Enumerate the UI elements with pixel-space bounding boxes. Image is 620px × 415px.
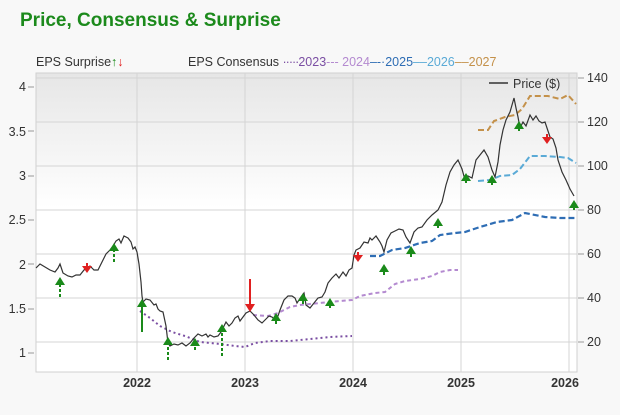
surprise-up-2021q2: [55, 277, 65, 297]
dashed-line-icon: ---: [326, 55, 343, 69]
surprise-up-2024q4: [433, 218, 443, 228]
grid-vertical: [136, 73, 570, 372]
y-axis-left: 4 3.5 3 2.5 2 1.5 1: [9, 80, 26, 360]
surprise-up-2025q1: [461, 173, 471, 183]
svg-text:80: 80: [587, 203, 601, 217]
dashed-line-icon: ––: [413, 55, 427, 69]
svg-text:40: 40: [587, 291, 601, 305]
surprise-up-2023q3: [298, 293, 308, 304]
chart-title: Price, Consensus & Surprise: [20, 10, 281, 31]
arrow-up-icon: ↑: [111, 55, 118, 69]
legend-price-label: Price ($): [513, 77, 560, 91]
consensus-2024-line: [252, 269, 458, 318]
surprise-down-2025q4: [542, 134, 552, 144]
svg-text:2025: 2025: [447, 376, 475, 390]
grid-horizontal: [36, 77, 577, 343]
surprise-down-2021q3: [82, 263, 92, 273]
svg-text:4: 4: [19, 80, 26, 94]
svg-text:100: 100: [587, 159, 608, 173]
plot-area: [35, 72, 578, 373]
surprise-up-2025q2: [487, 175, 497, 185]
legend-2025: –-·2025: [369, 55, 414, 69]
svg-text:140: 140: [587, 71, 608, 85]
surprise-up-2026q1: [569, 200, 579, 210]
surprise-down-2024q1: [353, 252, 363, 262]
svg-text:1: 1: [19, 346, 26, 360]
surprise-up-2024q2: [379, 264, 389, 275]
svg-text:2: 2: [19, 258, 26, 272]
x-axis: 2022 2023 2024 2025 2026: [123, 376, 579, 390]
surprise-up-2023q4: [325, 298, 335, 308]
svg-text:2.5: 2.5: [9, 213, 26, 227]
y-axis-right: 140 120 100 80 60 40 20: [587, 71, 608, 349]
surprise-up-2025q3: [514, 121, 524, 131]
consensus-2025-line: [370, 211, 575, 258]
surprise-up-2021q4: [109, 243, 119, 262]
legend-2024: --- 2024: [326, 55, 370, 69]
svg-text:3.5: 3.5: [9, 125, 26, 139]
legend-2026: ––2026: [413, 55, 455, 69]
legend-2023: ·····2023: [282, 55, 327, 69]
surprise-up-2024q3: [406, 246, 416, 257]
dotted-line-icon: ·····: [282, 55, 300, 69]
svg-text:2024: 2024: [339, 376, 367, 390]
surprise-up-2022q2: [163, 337, 173, 360]
legend-consensus-label: EPS Consensus: [188, 55, 280, 69]
legend-price: Price ($): [489, 77, 560, 91]
surprise-up-2023q2: [271, 313, 281, 324]
legend-eps-surprise: EPS Surprise↑↓: [36, 55, 124, 69]
svg-text:2026: 2026: [551, 376, 579, 390]
svg-text:20: 20: [587, 335, 601, 349]
surprise-up-2022q3: [190, 338, 200, 350]
svg-text:3: 3: [19, 169, 26, 183]
legend-surprise-label: EPS Surprise: [36, 55, 112, 69]
svg-text:2022: 2022: [123, 376, 151, 390]
svg-text:60: 60: [587, 247, 601, 261]
surprise-up-2022q1: [137, 299, 147, 332]
svg-text:2023: 2023: [231, 376, 259, 390]
dashed-line-icon: ––: [454, 55, 469, 69]
consensus-2027-line: [478, 93, 577, 131]
legend-2027: ––2027: [454, 55, 497, 69]
surprise-markers: [55, 121, 579, 360]
svg-text:120: 120: [587, 115, 608, 129]
surprise-up-2022q4: [217, 324, 227, 356]
legend-eps-consensus: EPS Consensus ·····2023--- 2024–-·2025––…: [188, 55, 496, 69]
surprise-down-2023q1: [245, 279, 255, 312]
arrow-down-icon: ↓: [117, 55, 124, 69]
consensus-2026-line: [477, 155, 577, 182]
svg-text:1.5: 1.5: [9, 302, 26, 316]
dash-dot-line-icon: –-·: [369, 55, 386, 69]
